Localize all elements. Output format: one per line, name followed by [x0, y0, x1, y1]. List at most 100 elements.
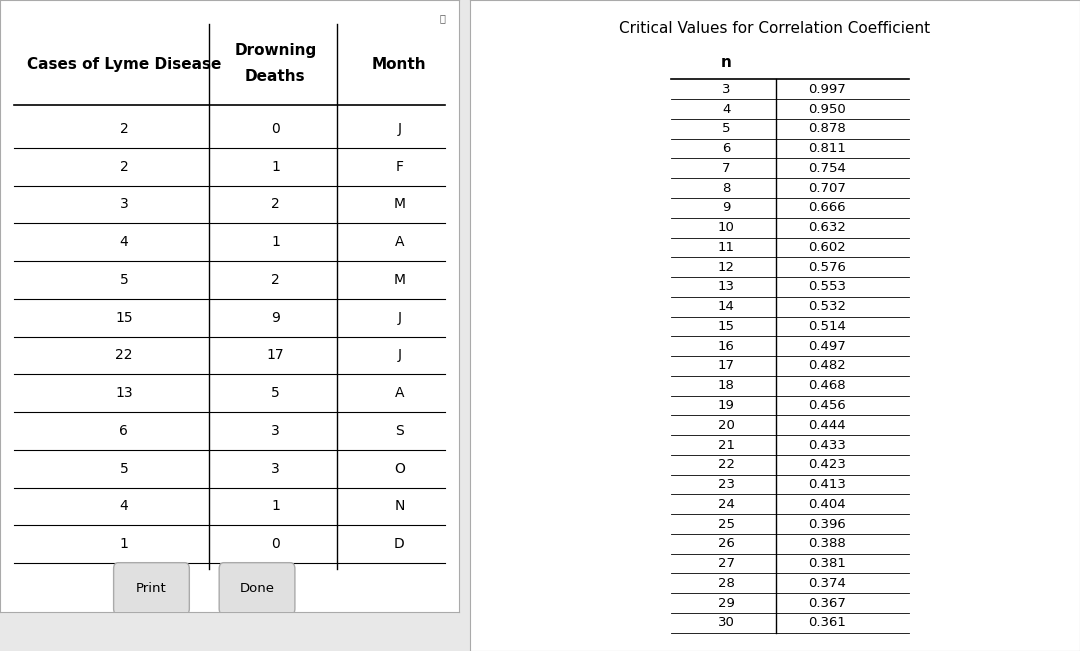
- Text: 0.482: 0.482: [808, 359, 846, 372]
- Text: 22: 22: [116, 348, 133, 363]
- Text: 5: 5: [721, 122, 730, 135]
- Text: 0.632: 0.632: [808, 221, 846, 234]
- Text: 0.444: 0.444: [808, 419, 846, 432]
- Text: 0.576: 0.576: [808, 260, 846, 273]
- Text: 12: 12: [717, 260, 734, 273]
- Text: 11: 11: [717, 241, 734, 254]
- Text: 0.396: 0.396: [808, 518, 846, 531]
- Text: 3: 3: [120, 197, 129, 212]
- Text: Critical Values for Correlation Coefficient: Critical Values for Correlation Coeffici…: [619, 21, 931, 36]
- Text: 5: 5: [120, 462, 129, 476]
- Text: 1: 1: [271, 235, 280, 249]
- Text: 19: 19: [717, 399, 734, 412]
- Text: 0.388: 0.388: [808, 537, 846, 550]
- Text: 7: 7: [721, 162, 730, 175]
- Text: 4: 4: [120, 235, 129, 249]
- FancyBboxPatch shape: [113, 562, 189, 615]
- Text: 14: 14: [717, 300, 734, 313]
- Text: 22: 22: [717, 458, 734, 471]
- Text: 4: 4: [120, 499, 129, 514]
- Text: 5: 5: [120, 273, 129, 287]
- Text: 10: 10: [717, 221, 734, 234]
- Text: 15: 15: [116, 311, 133, 325]
- Text: n: n: [720, 55, 731, 70]
- Text: 20: 20: [717, 419, 734, 432]
- Text: Done: Done: [240, 582, 274, 595]
- Text: 5: 5: [271, 386, 280, 400]
- Text: A: A: [394, 235, 404, 249]
- Text: 0.754: 0.754: [808, 162, 846, 175]
- Text: 28: 28: [717, 577, 734, 590]
- Text: 25: 25: [717, 518, 734, 531]
- Text: Deaths: Deaths: [245, 69, 306, 84]
- Text: S: S: [395, 424, 404, 438]
- Text: 0.553: 0.553: [808, 281, 846, 294]
- Text: 0.374: 0.374: [808, 577, 846, 590]
- Text: 2: 2: [120, 159, 129, 174]
- FancyBboxPatch shape: [219, 562, 295, 615]
- Text: 3: 3: [271, 462, 280, 476]
- Text: 17: 17: [267, 348, 284, 363]
- Text: 4: 4: [721, 103, 730, 116]
- Text: 1: 1: [120, 537, 129, 551]
- Text: 1: 1: [271, 499, 280, 514]
- Text: Drowning: Drowning: [234, 43, 316, 59]
- Text: 30: 30: [717, 616, 734, 630]
- Text: 0: 0: [271, 122, 280, 136]
- Text: 16: 16: [717, 340, 734, 353]
- Text: 17: 17: [717, 359, 734, 372]
- Text: 13: 13: [717, 281, 734, 294]
- Text: 0.497: 0.497: [808, 340, 846, 353]
- Text: J: J: [397, 122, 402, 136]
- Text: 27: 27: [717, 557, 734, 570]
- Text: 0.602: 0.602: [808, 241, 846, 254]
- Text: 0.381: 0.381: [808, 557, 846, 570]
- Text: 29: 29: [717, 596, 734, 609]
- Text: 0.532: 0.532: [808, 300, 846, 313]
- Text: Cases of Lyme Disease: Cases of Lyme Disease: [27, 57, 221, 72]
- Text: O: O: [394, 462, 405, 476]
- Text: M: M: [393, 197, 405, 212]
- Text: 0.433: 0.433: [808, 439, 846, 452]
- Text: 6: 6: [721, 142, 730, 155]
- Text: 13: 13: [116, 386, 133, 400]
- Text: 24: 24: [717, 498, 734, 511]
- Text: 8: 8: [721, 182, 730, 195]
- Text: 0.707: 0.707: [808, 182, 846, 195]
- Text: F: F: [395, 159, 403, 174]
- Text: 15: 15: [717, 320, 734, 333]
- Text: 3: 3: [721, 83, 730, 96]
- Text: 2: 2: [271, 273, 280, 287]
- Text: 21: 21: [717, 439, 734, 452]
- Text: 2: 2: [271, 197, 280, 212]
- Text: 0.997: 0.997: [808, 83, 846, 96]
- Text: 0.878: 0.878: [808, 122, 846, 135]
- Text: ⎕: ⎕: [440, 14, 445, 23]
- Text: 9: 9: [721, 201, 730, 214]
- Text: 2: 2: [120, 122, 129, 136]
- Text: 3: 3: [271, 424, 280, 438]
- Text: J: J: [397, 311, 402, 325]
- Text: 0.367: 0.367: [808, 596, 846, 609]
- Text: D: D: [394, 537, 405, 551]
- Text: 9: 9: [271, 311, 280, 325]
- Text: 0.404: 0.404: [808, 498, 846, 511]
- Text: 0: 0: [271, 537, 280, 551]
- Text: Print: Print: [136, 582, 166, 595]
- Text: 23: 23: [717, 478, 734, 491]
- Text: 1: 1: [271, 159, 280, 174]
- Text: J: J: [397, 348, 402, 363]
- Text: M: M: [393, 273, 405, 287]
- Text: 0.950: 0.950: [808, 103, 846, 116]
- Text: A: A: [394, 386, 404, 400]
- Text: N: N: [394, 499, 405, 514]
- Text: 0.811: 0.811: [808, 142, 846, 155]
- Text: 26: 26: [717, 537, 734, 550]
- Text: 0.413: 0.413: [808, 478, 846, 491]
- Text: 0.514: 0.514: [808, 320, 846, 333]
- Text: 0.468: 0.468: [808, 380, 846, 393]
- Text: 0.666: 0.666: [808, 201, 846, 214]
- Text: 0.423: 0.423: [808, 458, 846, 471]
- Text: 6: 6: [120, 424, 129, 438]
- Text: 18: 18: [717, 380, 734, 393]
